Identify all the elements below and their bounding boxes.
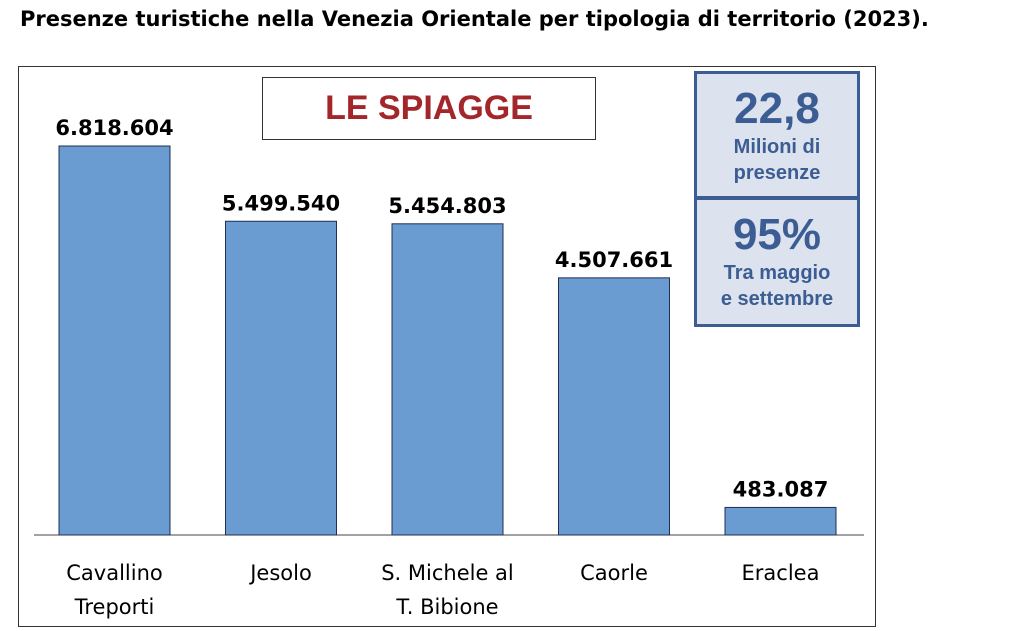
chart-title: Presenze turistiche nella Venezia Orient…	[20, 7, 929, 31]
chart-frame	[18, 66, 876, 627]
stat-value: 22,8	[734, 84, 820, 133]
stat-caption-line: Tra maggio	[723, 262, 831, 284]
data-label: 483.087	[733, 477, 829, 501]
stat-caption-line: presenze	[733, 162, 821, 184]
category-label: Treporti	[74, 595, 155, 619]
stat-box-season: 95% Tra maggio e settembre	[694, 197, 860, 327]
category-label: Jesolo	[248, 561, 312, 585]
data-label: 5.454.803	[388, 194, 506, 218]
stat-caption-line: e settembre	[720, 288, 834, 310]
bar	[724, 506, 837, 536]
data-label: 5.499.540	[222, 191, 340, 215]
category-label: Eraclea	[742, 561, 820, 585]
bar	[391, 223, 504, 536]
category-label: Caorle	[580, 561, 648, 585]
section-banner: LE SPIAGGE	[262, 77, 596, 140]
data-label: 4.507.661	[555, 248, 673, 272]
stat-value: 95%	[732, 210, 822, 259]
data-label: 6.818.604	[55, 116, 173, 140]
bar	[225, 220, 337, 536]
category-label: Cavallino	[66, 561, 163, 585]
stat-caption-line: Milioni di	[733, 136, 821, 158]
bar	[558, 277, 670, 536]
bar	[58, 145, 171, 536]
category-label: S. Michele al	[381, 561, 514, 585]
stat-box-total: 22,8 Milioni di presenze	[694, 71, 860, 199]
category-label: T. Bibione	[395, 595, 498, 619]
